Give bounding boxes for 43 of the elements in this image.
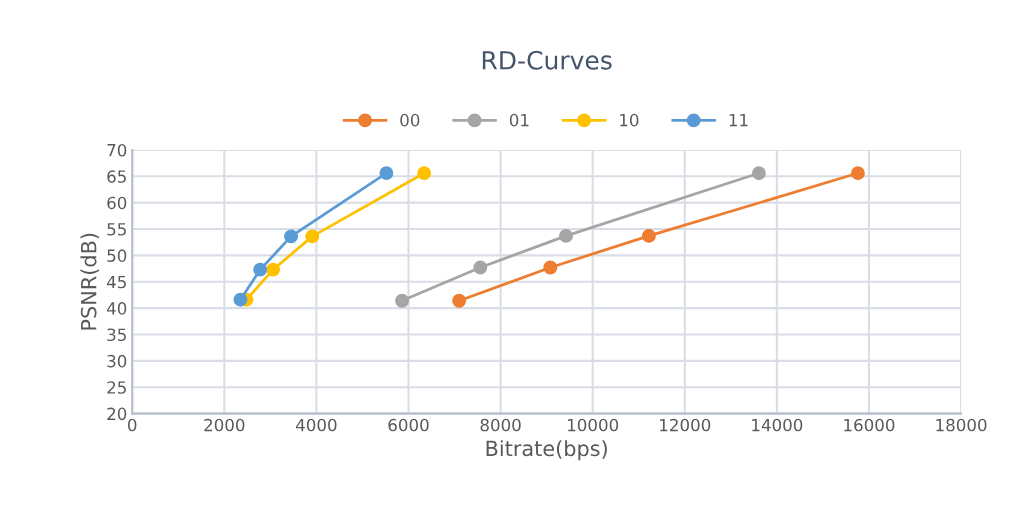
point bbox=[379, 166, 394, 181]
y-tick-label: 55 bbox=[107, 223, 126, 236]
x-tick-label: 10000 bbox=[568, 418, 619, 432]
point bbox=[850, 166, 865, 181]
point bbox=[284, 229, 299, 244]
legend-label: 00 bbox=[400, 113, 420, 127]
y-tick-label: 60 bbox=[107, 196, 127, 210]
x-tick-label: 8000 bbox=[480, 418, 521, 432]
x-tick-label: 0 bbox=[128, 418, 137, 432]
y-axis-title: PSNR(dB) bbox=[80, 233, 99, 330]
x-tick-label: 16000 bbox=[844, 418, 895, 432]
legend-label: 11 bbox=[729, 114, 748, 127]
y-tick-label: 30 bbox=[107, 354, 127, 368]
x-tick-label: 14000 bbox=[752, 418, 803, 432]
point bbox=[559, 228, 573, 243]
chart-title: RD-Curves bbox=[482, 50, 612, 70]
point bbox=[543, 260, 558, 275]
y-tick-label: 25 bbox=[107, 381, 126, 394]
x-tick-label: 2000 bbox=[204, 418, 245, 432]
y-tick-label: 45 bbox=[106, 275, 126, 289]
x-axis-title: Bitrate(bps) bbox=[486, 440, 607, 461]
point bbox=[641, 228, 656, 243]
x-tick-label: 18000 bbox=[936, 418, 987, 432]
y-tick-label: 50 bbox=[107, 249, 127, 262]
x-tick-label: 4000 bbox=[296, 418, 337, 432]
point bbox=[305, 229, 320, 244]
point bbox=[473, 260, 488, 275]
point bbox=[253, 262, 268, 277]
x-tick-label: 6000 bbox=[388, 418, 429, 432]
point bbox=[266, 262, 281, 277]
point bbox=[233, 292, 248, 307]
point bbox=[395, 293, 409, 308]
y-tick-label: 40 bbox=[106, 302, 127, 315]
x-tick-label: 12000 bbox=[660, 418, 711, 432]
legend-label: 01 bbox=[509, 113, 529, 127]
point bbox=[417, 166, 432, 181]
y-tick-label: 65 bbox=[107, 170, 126, 183]
y-tick-label: 35 bbox=[107, 328, 126, 342]
point bbox=[751, 166, 766, 181]
y-tick-label: 20 bbox=[107, 407, 127, 421]
legend-label: 10 bbox=[620, 113, 639, 127]
y-tick-label: 70 bbox=[107, 143, 127, 157]
point bbox=[452, 293, 467, 308]
